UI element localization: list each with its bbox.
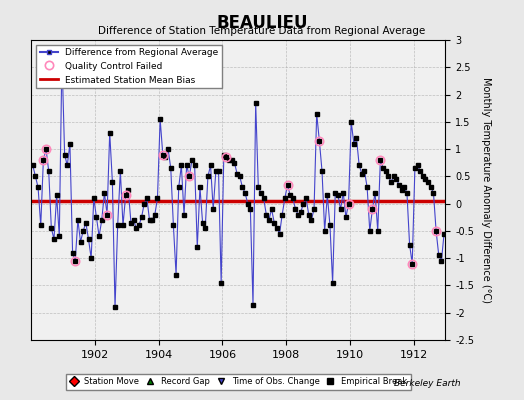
Text: Berkeley Earth: Berkeley Earth (395, 379, 461, 388)
Text: Difference of Station Temperature Data from Regional Average: Difference of Station Temperature Data f… (99, 26, 425, 36)
Legend: Station Move, Record Gap, Time of Obs. Change, Empirical Break: Station Move, Record Gap, Time of Obs. C… (66, 374, 411, 390)
Text: BEAULIEU: BEAULIEU (216, 14, 308, 32)
Y-axis label: Monthly Temperature Anomaly Difference (°C): Monthly Temperature Anomaly Difference (… (481, 77, 491, 303)
